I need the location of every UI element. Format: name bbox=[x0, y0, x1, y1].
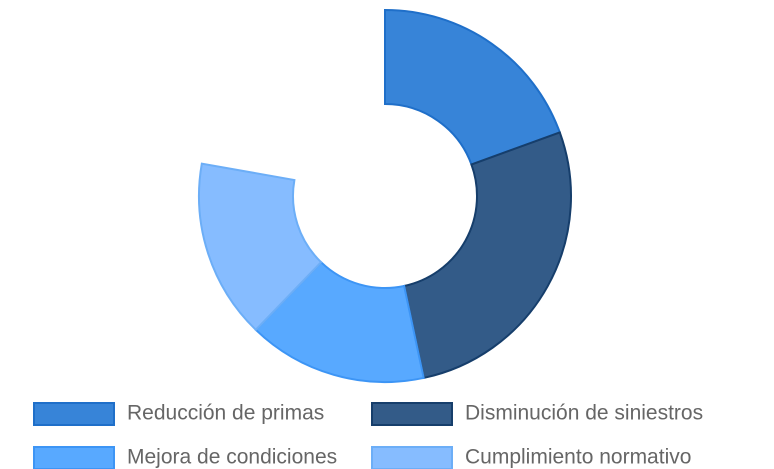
legend-swatch bbox=[33, 402, 115, 426]
legend-label: Mejora de condiciones bbox=[127, 446, 337, 469]
donut-segment bbox=[384, 8, 562, 166]
legend-swatch bbox=[371, 402, 453, 426]
legend-swatch bbox=[33, 446, 115, 469]
legend-label: Cumplimiento normativo bbox=[465, 446, 691, 469]
legend-label: Reducción de primas bbox=[127, 402, 324, 425]
legend-label: Disminución de siniestros bbox=[465, 402, 703, 425]
donut-segment bbox=[198, 162, 323, 332]
legend-swatch bbox=[371, 446, 453, 469]
donut-segment bbox=[402, 131, 572, 380]
